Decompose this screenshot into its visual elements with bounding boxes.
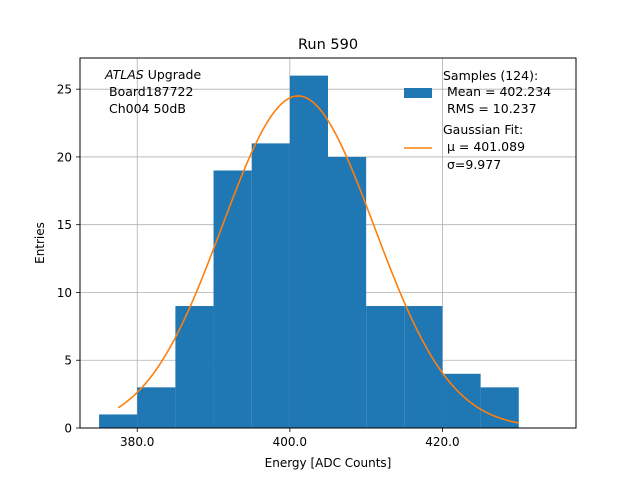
legend-histogram-label: Samples (124): <box>443 68 538 83</box>
x-tick-label: 400.0 <box>273 435 307 449</box>
y-axis-label: Entries <box>33 222 47 264</box>
y-axis-ticks: 0 5 10 15 20 25 <box>57 83 80 436</box>
y-tick-label: 15 <box>57 218 72 232</box>
histogram-bar <box>289 75 328 428</box>
annotation-atlas: ATLAS <box>104 67 144 82</box>
x-axis-ticks: 380.0 400.0 420.0 <box>120 428 460 449</box>
histogram-bar <box>328 156 367 428</box>
gaussian-fit-line <box>117 95 519 424</box>
axes-frame <box>79 57 577 429</box>
x-tick-label: 420.0 <box>425 435 459 449</box>
y-tick-label: 20 <box>57 150 72 164</box>
legend-histogram-swatch <box>404 88 432 98</box>
histogram-bar <box>251 143 290 428</box>
y-tick-label: 10 <box>57 286 72 300</box>
chart-title: Run 590 <box>298 37 358 53</box>
histogram-bar <box>442 373 481 428</box>
histogram-bar <box>366 306 405 428</box>
histogram-bar <box>137 387 176 428</box>
legend-histogram-rms: RMS = 10.237 <box>443 101 537 116</box>
histogram-bars <box>99 75 519 428</box>
x-tick-label: 380.0 <box>120 435 154 449</box>
legend-fit-label: Gaussian Fit: <box>443 122 523 137</box>
y-tick-label: 5 <box>64 354 72 368</box>
x-axis-label: Energy [ADC Counts] <box>265 456 392 470</box>
annotation-channel: Ch004 50dB <box>109 101 186 116</box>
legend-histogram-mean: Mean = 402.234 <box>443 84 551 99</box>
histogram-bar <box>404 306 443 428</box>
histogram-bar <box>213 170 252 428</box>
histogram-bar <box>99 414 138 428</box>
annotation-line-1: ATLAS Upgrade <box>104 67 201 82</box>
annotation-upgrade: Upgrade <box>144 67 202 82</box>
y-tick-label: 25 <box>57 83 72 97</box>
legend-fit-sigma: σ=9.977 <box>443 157 501 172</box>
y-tick-label: 0 <box>64 422 72 436</box>
atlas-annotation: ATLAS Upgrade Board187722 Ch004 50dB <box>104 67 201 116</box>
legend: Samples (124): Mean = 402.234 RMS = 10.2… <box>404 68 551 172</box>
legend-fit-mu: μ = 401.089 <box>443 139 525 154</box>
plot-area: 380.0 400.0 420.0 0 5 10 15 20 25 <box>57 57 577 449</box>
annotation-board: Board187722 <box>109 84 193 99</box>
